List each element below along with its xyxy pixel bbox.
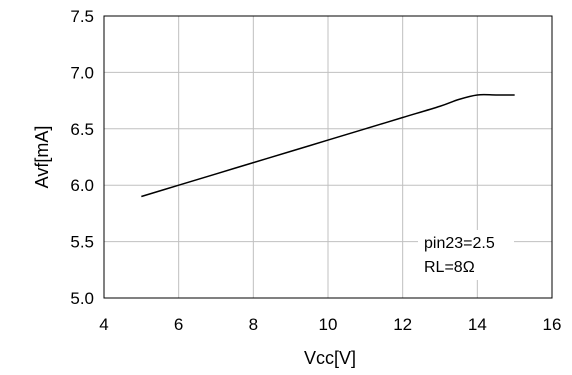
y-tick-label: 7.5 <box>70 7 94 26</box>
y-tick-label: 6.5 <box>70 120 94 139</box>
series-line <box>141 93 515 198</box>
x-tick-label: 16 <box>543 315 562 334</box>
y-axis-title: Avf[mA] <box>32 126 52 189</box>
y-tick-label: 6.0 <box>70 176 94 195</box>
x-tick-label: 6 <box>174 315 183 334</box>
annotation-rl: RL=8Ω <box>424 259 475 276</box>
annotation-pin23: pin23=2.5 <box>424 235 495 252</box>
annotation-background <box>418 230 514 280</box>
plot-frame <box>103 15 553 299</box>
x-tick-labels: 4 6 8 10 12 14 16 <box>99 315 561 334</box>
y-tick-labels: 5.0 5.5 6.0 6.5 7.0 7.5 <box>70 7 94 308</box>
x-tick-label: 12 <box>393 315 412 334</box>
x-tick-label: 4 <box>99 315 108 334</box>
y-tick-label: 5.0 <box>70 289 94 308</box>
x-tick-label: 10 <box>319 315 338 334</box>
x-axis-title: Vcc[V] <box>304 348 356 368</box>
series-layer <box>141 93 515 198</box>
x-tick-label: 14 <box>468 315 487 334</box>
x-tick-label: 8 <box>249 315 258 334</box>
y-tick-label: 5.5 <box>70 233 94 252</box>
y-tick-label: 7.0 <box>70 63 94 82</box>
annotation-box: pin23=2.5 RL=8Ω <box>418 230 514 280</box>
